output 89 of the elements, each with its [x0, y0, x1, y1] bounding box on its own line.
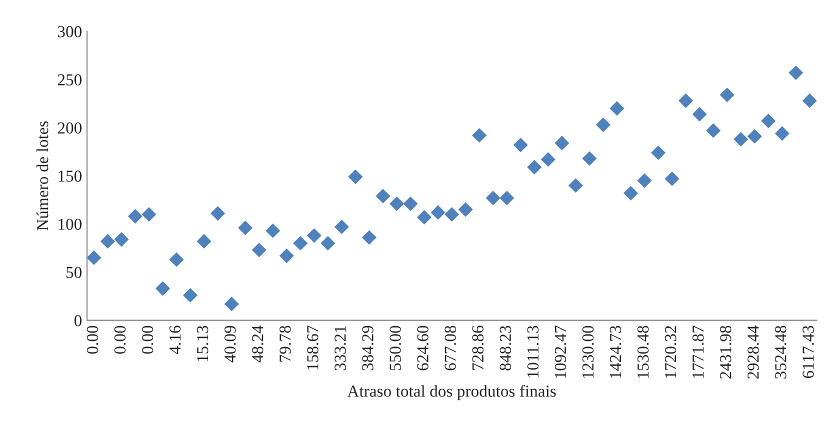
- point: [128, 209, 143, 224]
- x-tick-label: 15.13: [197, 326, 208, 362]
- point: [334, 220, 349, 234]
- x-tick-label: 4.16: [169, 326, 181, 354]
- point: [266, 223, 280, 238]
- x-axis-title: Atraso total dos produtos finais: [347, 384, 556, 400]
- x-tick-label: 0.00: [142, 326, 154, 354]
- x-tick-label: 1092.47: [554, 326, 566, 378]
- point: [500, 190, 514, 206]
- point: [196, 234, 212, 249]
- point: [348, 170, 363, 184]
- point: [582, 151, 597, 166]
- point: [155, 281, 170, 296]
- point: [486, 190, 500, 206]
- x-tick-label: 1424.73: [610, 326, 622, 378]
- y-tick-label: 250: [58, 74, 82, 86]
- point: [678, 93, 694, 108]
- x-tick-label: 384.29: [362, 326, 374, 370]
- point: [568, 178, 583, 193]
- point: [320, 236, 336, 251]
- point: [416, 210, 432, 225]
- point: [224, 296, 239, 312]
- x-tick-label: 2431.98: [720, 326, 732, 379]
- x-tick-label: 79.78: [280, 326, 291, 362]
- x-tick-label: 0.00: [114, 326, 126, 354]
- x-tick-label: 1230.00: [582, 326, 594, 378]
- y-tick-label: 0: [74, 315, 82, 326]
- x-tick-label: 2928.44: [748, 325, 759, 379]
- point: [761, 114, 776, 128]
- point: [774, 126, 790, 141]
- point: [637, 173, 652, 188]
- point: [182, 288, 198, 303]
- point: [114, 232, 129, 247]
- x-tick-label: 40.09: [224, 326, 236, 362]
- x-tick-label: 1530.48: [637, 326, 649, 378]
- point: [513, 138, 528, 152]
- point: [458, 202, 473, 217]
- point: [554, 136, 570, 150]
- x-tick-label: 677.08: [444, 326, 456, 370]
- point: [238, 220, 253, 236]
- x-tick-label: 550.00: [390, 326, 401, 370]
- y-tick-label: 50: [66, 266, 82, 278]
- point: [142, 207, 156, 222]
- point: [169, 252, 184, 267]
- point: [472, 128, 487, 143]
- x-tick-label: 158.67: [307, 326, 318, 370]
- x-tick-label: 0.00: [86, 326, 98, 354]
- point: [596, 118, 610, 132]
- point: [540, 152, 556, 167]
- point: [279, 248, 294, 264]
- y-tick-label: 200: [58, 122, 82, 134]
- point: [802, 93, 817, 108]
- x-tick-label: 333.21: [334, 326, 346, 370]
- x-tick-label: 1011.13: [527, 326, 539, 378]
- point: [747, 129, 762, 144]
- y-tick-label: 150: [58, 170, 82, 182]
- point: [664, 171, 680, 186]
- point: [650, 145, 666, 160]
- point: [734, 132, 748, 147]
- point: [252, 242, 266, 258]
- point: [389, 196, 404, 212]
- point: [293, 236, 308, 251]
- y-tick-label: 300: [58, 26, 82, 38]
- point: [788, 65, 804, 80]
- point: [444, 207, 460, 222]
- point: [210, 206, 226, 221]
- x-tick-label: 48.24: [252, 325, 264, 362]
- x-tick-label: 1720.32: [664, 326, 676, 378]
- x-tick-label: 6117.43: [802, 326, 814, 378]
- x-tick-label: 1771.87: [692, 326, 704, 378]
- point: [403, 196, 418, 212]
- x-tick-label: 3524.48: [775, 326, 786, 379]
- point: [706, 123, 721, 138]
- y-axis-title: Número de lotes: [36, 121, 48, 230]
- point: [430, 205, 446, 220]
- x-tick-label: 848.23: [500, 326, 512, 370]
- point: [87, 250, 102, 265]
- point: [692, 106, 707, 122]
- point: [720, 88, 734, 102]
- point: [610, 101, 624, 116]
- point: [376, 188, 390, 204]
- point: [527, 160, 542, 174]
- point: [362, 230, 376, 245]
- point: [623, 186, 638, 200]
- point: [100, 234, 115, 249]
- x-tick-label: 624.60: [417, 326, 429, 370]
- y-tick-label: 100: [58, 218, 82, 230]
- point: [306, 228, 322, 243]
- x-tick-label: 728.86: [472, 326, 484, 370]
